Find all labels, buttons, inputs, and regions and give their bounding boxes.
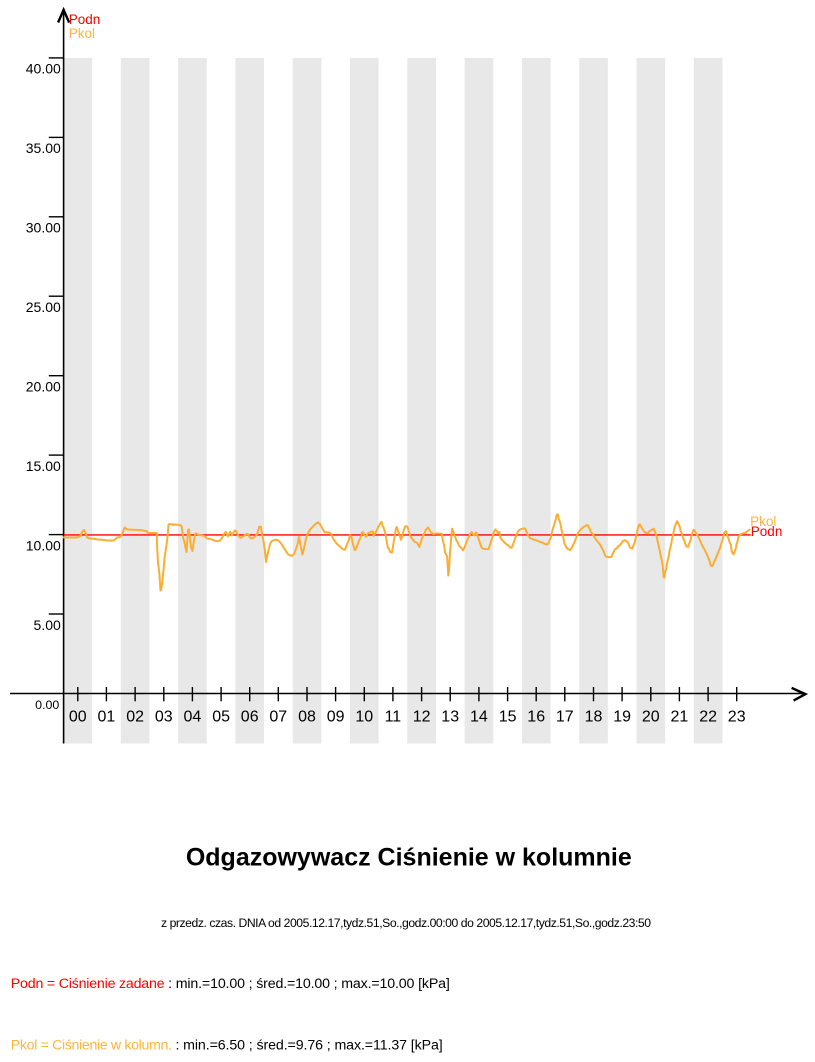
svg-text:35.00: 35.00 bbox=[26, 140, 61, 156]
svg-text:22: 22 bbox=[699, 708, 717, 725]
svg-text:10: 10 bbox=[355, 708, 373, 725]
svg-text:20: 20 bbox=[642, 708, 660, 725]
svg-text:00: 00 bbox=[69, 708, 87, 725]
svg-text:5.00: 5.00 bbox=[34, 617, 61, 633]
svg-text:Pkol: Pkol bbox=[750, 514, 776, 529]
svg-text:19: 19 bbox=[613, 708, 631, 725]
svg-text:23: 23 bbox=[728, 708, 746, 725]
svg-text:08: 08 bbox=[298, 708, 316, 725]
svg-text:02: 02 bbox=[126, 708, 144, 725]
svg-text:13: 13 bbox=[441, 708, 459, 725]
svg-text:15.00: 15.00 bbox=[26, 458, 61, 474]
svg-text:Pkol = Ciśnienie w kolumn. : m: Pkol = Ciśnienie w kolumn. : min.=6.50 ;… bbox=[11, 1038, 443, 1054]
svg-text:21: 21 bbox=[671, 708, 689, 725]
svg-text:20.00: 20.00 bbox=[26, 379, 61, 395]
svg-text:07: 07 bbox=[269, 708, 287, 725]
svg-text:06: 06 bbox=[241, 708, 259, 725]
svg-text:16: 16 bbox=[527, 708, 545, 725]
svg-text:12: 12 bbox=[413, 708, 431, 725]
svg-text:z przedz. czas. DNIA od 2005.1: z przedz. czas. DNIA od 2005.12.17,tydz.… bbox=[161, 916, 651, 930]
svg-text:05: 05 bbox=[212, 708, 230, 725]
svg-text:Odgazowywacz Ciśnienie w kolum: Odgazowywacz Ciśnienie w kolumnie bbox=[186, 844, 632, 872]
svg-text:11: 11 bbox=[385, 708, 402, 725]
svg-text:10.00: 10.00 bbox=[26, 537, 61, 553]
svg-text:25.00: 25.00 bbox=[26, 299, 61, 315]
svg-text:30.00: 30.00 bbox=[26, 220, 61, 236]
svg-text:09: 09 bbox=[327, 708, 345, 725]
svg-text:18: 18 bbox=[585, 708, 603, 725]
svg-text:14: 14 bbox=[470, 708, 488, 725]
svg-text:Pkol: Pkol bbox=[69, 26, 95, 41]
svg-text:Podn: Podn bbox=[69, 12, 101, 27]
svg-text:04: 04 bbox=[184, 708, 202, 725]
svg-text:17: 17 bbox=[556, 708, 574, 725]
svg-text:15: 15 bbox=[499, 708, 517, 725]
svg-text:Podn: Podn bbox=[751, 524, 783, 539]
svg-text:03: 03 bbox=[155, 708, 173, 725]
svg-text:0.00: 0.00 bbox=[35, 698, 59, 712]
svg-text:01: 01 bbox=[98, 708, 116, 725]
svg-text:40.00: 40.00 bbox=[26, 61, 61, 77]
svg-text:Podn = Ciśnienie zadane : min.: Podn = Ciśnienie zadane : min.=10.00 ; ś… bbox=[11, 976, 450, 992]
